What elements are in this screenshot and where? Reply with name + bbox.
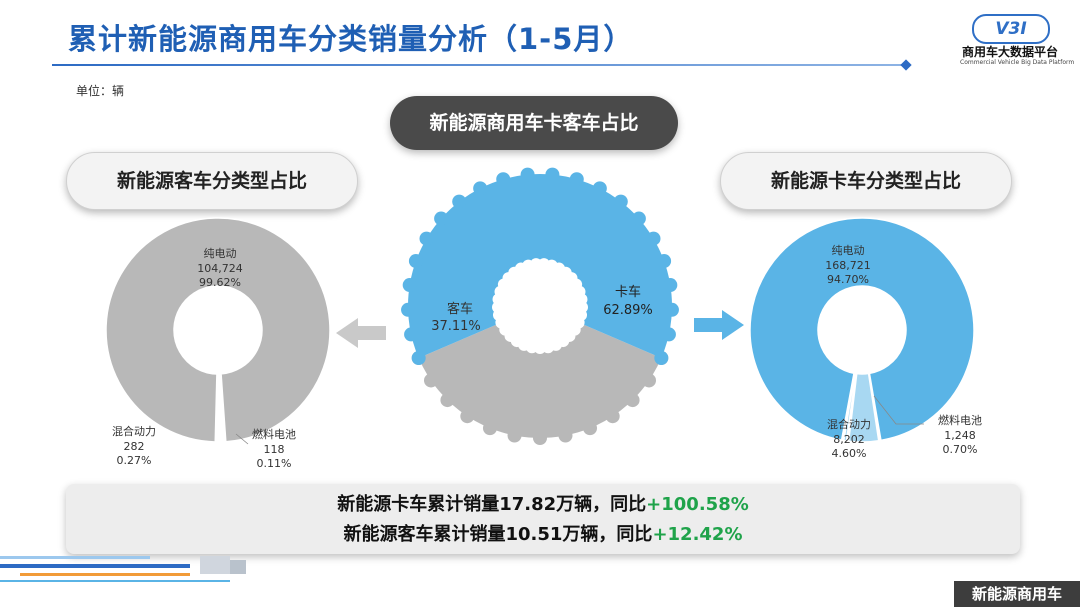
center-tooth-1-0: [411, 351, 426, 366]
bus-slice-2: [105, 217, 331, 443]
summary-truck-pct: +100.58%: [646, 494, 749, 515]
truck-fuelcell-name: 燃料电池: [938, 413, 982, 427]
center-truck-pct: 62.89%: [603, 303, 653, 318]
bus-hybrid-pct: 0.27%: [117, 454, 152, 467]
center-tooth-0-5: [558, 428, 573, 443]
center-truck-label: 卡车: [615, 284, 641, 300]
center-tooth-1-16: [646, 231, 661, 246]
center-tooth-0-4: [583, 421, 598, 436]
center-tooth-1-9: [496, 172, 511, 187]
summary-truck-text: 新能源卡车累计销量17.82万辆，同比: [337, 494, 647, 515]
center-tooth-1-8: [473, 181, 488, 196]
bus-slice-1: [216, 373, 221, 443]
center-bus-label: 客车: [447, 301, 473, 317]
truck-fuelcell-pct: 0.70%: [943, 443, 978, 456]
center-gear-pie: [401, 167, 679, 445]
logo-name: 商用车大数据平台: [962, 45, 1059, 59]
truck-slice-1: [842, 372, 857, 442]
center-tooth-0-11: [424, 373, 439, 388]
center-tooth-1-19: [664, 302, 679, 317]
center-tooth-1-3: [402, 278, 417, 293]
center-tooth-1-17: [657, 254, 672, 269]
center-tooth-0-10: [440, 393, 455, 408]
center-tooth-1-21: [654, 351, 669, 366]
arrow-right-icon: [694, 310, 744, 340]
truck-bev-pct: 94.70%: [827, 273, 869, 286]
summary-bus-line: 新能源客车累计销量10.51万辆，同比+12.42%: [66, 520, 1020, 550]
center-tooth-1-12: [569, 172, 584, 187]
center-slice-0: [418, 322, 662, 439]
center-tooth-0-2: [625, 393, 640, 408]
pill-truck-bus-share: 新能源商用车卡客车占比: [390, 96, 678, 150]
center-tooth-1-1: [404, 327, 419, 342]
center-hole: [501, 267, 579, 345]
pill-truck-type-share: 新能源卡车分类型占比: [720, 152, 1012, 210]
bus-fuelcell-name: 燃料电池: [252, 427, 296, 441]
truck-fuelcell-leader: [873, 395, 924, 425]
center-tooth-0-8: [482, 421, 497, 436]
center-tooth-0-6: [533, 431, 547, 445]
title-divider: [52, 64, 904, 66]
center-tooth-1-15: [631, 211, 646, 226]
bus-hybrid-value: 282: [124, 440, 145, 453]
arrow-left-icon: [336, 318, 386, 348]
center-tooth-0-1: [641, 373, 656, 388]
center-tooth-1-7: [452, 194, 467, 209]
bus-donut: [105, 217, 331, 443]
truck-donut: [749, 217, 975, 443]
center-tooth-1-20: [661, 327, 676, 342]
truck-hybrid-pct: 4.60%: [832, 447, 867, 460]
summary-truck-line: 新能源卡车累计销量17.82万辆，同比+100.58%: [66, 490, 1020, 520]
truck-slice-0: [847, 372, 880, 443]
center-tooth-1-18: [663, 278, 678, 293]
pill-bus-type-share: 新能源客车分类型占比: [66, 152, 358, 210]
bus-slice-0: [218, 373, 225, 443]
bus-bev-pct: 99.62%: [199, 276, 241, 289]
brand-logo: V3I 商用车大数据平台 Commercial Vehicle Big Data…: [954, 12, 1074, 68]
center-tooth-1-13: [592, 181, 607, 196]
page-title: 累计新能源商用车分类销量分析（1-5月）: [68, 22, 634, 56]
bus-hybrid-name: 混合动力: [112, 424, 156, 438]
v3i-logo-icon: V3I: [972, 14, 1050, 44]
bus-bev-value: 104,724: [197, 262, 243, 275]
truck-bev-name: 纯电动: [832, 244, 865, 257]
center-tooth-1-6: [434, 211, 449, 226]
center-tooth-0-3: [605, 409, 620, 424]
truck-decoration-icon: [0, 556, 246, 582]
summary-bus-text: 新能源客车累计销量10.51万辆，同比: [343, 524, 653, 545]
footer-tag: 新能源商用车: [954, 581, 1080, 607]
center-tooth-1-14: [613, 194, 628, 209]
truck-slice-2: [749, 217, 975, 442]
center-bus-pct: 37.11%: [431, 319, 481, 334]
center-slice-1: [408, 174, 672, 359]
bus-bev-name: 纯电动: [204, 247, 237, 260]
center-tooth-1-4: [408, 254, 423, 269]
truck-fuelcell-value: 1,248: [944, 429, 976, 442]
center-tooth-0-9: [460, 409, 475, 424]
footer-tag-text: 新能源商用车: [971, 585, 1062, 603]
bus-fuelcell-pct: 0.11%: [257, 457, 292, 470]
center-tooth-1-5: [419, 231, 434, 246]
summary-bus-pct: +12.42%: [652, 524, 743, 545]
center-tooth-1-10: [520, 167, 535, 182]
unit-label: 单位：辆: [76, 84, 125, 98]
logo-subtitle: Commercial Vehicle Big Data Platform: [960, 59, 1075, 66]
truck-hybrid-value: 8,202: [833, 433, 865, 446]
summary-panel: 新能源卡车累计销量17.82万辆，同比+100.58% 新能源客车累计销量10.…: [66, 484, 1020, 554]
bus-fuelcell-leader: [235, 433, 249, 445]
center-tooth-1-2: [401, 302, 416, 317]
truck-hybrid-name: 混合动力: [827, 417, 871, 431]
truck-bev-value: 168,721: [825, 259, 871, 272]
center-tooth-1-11: [545, 167, 560, 182]
center-tooth-0-7: [507, 428, 522, 443]
bus-fuelcell-value: 118: [264, 443, 285, 456]
